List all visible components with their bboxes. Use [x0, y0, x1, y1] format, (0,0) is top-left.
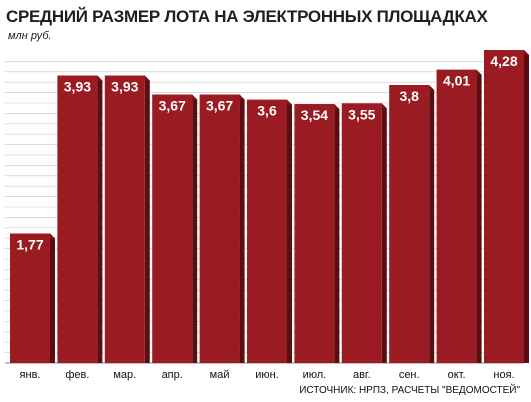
x-tick-label: фев.	[65, 369, 89, 381]
bar-front	[389, 85, 430, 363]
bar-front	[152, 94, 193, 364]
x-tick-label: ноя.	[493, 369, 514, 381]
bar: 3,55	[341, 103, 387, 364]
bar-front	[436, 69, 477, 363]
x-tick-label: янв.	[20, 369, 41, 381]
bar-front	[247, 99, 287, 363]
bar-value-label: 4,28	[490, 53, 517, 69]
bar-value-label: 3,67	[159, 98, 186, 114]
bar: 3,6	[247, 99, 292, 363]
bar: 3,54	[294, 104, 340, 363]
bar-side	[287, 99, 292, 363]
bar-side	[381, 103, 387, 364]
bars: 1,77 3,93 3,93 3,67 3,67 3,6 3,54 3,55 3,8 4,01 4,…	[10, 50, 529, 364]
source-note: ИСТОЧНИК: НРПЗ, РАСЧЕТЫ "ВЕДОМОСТЕЙ"	[299, 383, 520, 396]
bar-value-label: 3,55	[348, 106, 375, 122]
bar-value-label: 3,54	[301, 107, 328, 123]
bar-side	[97, 75, 103, 363]
x-tick-label: июл.	[303, 369, 327, 381]
bar-side	[192, 94, 198, 364]
bar-value-label: 3,93	[64, 79, 91, 95]
x-tick-label: авг.	[353, 369, 371, 381]
bar-side	[144, 75, 150, 363]
x-tick-label: сен.	[399, 369, 420, 381]
bar: 4,28	[484, 50, 529, 363]
bar-front	[10, 233, 50, 363]
bar-side	[50, 233, 55, 363]
bar-value-label: 1,77	[16, 237, 43, 253]
x-tick-label: июн.	[255, 369, 279, 381]
bar-value-label: 3,6	[257, 103, 277, 119]
bar-value-label: 4,01	[443, 73, 470, 89]
bar-value-label: 3,67	[206, 98, 233, 114]
bar-side	[524, 50, 529, 363]
bar-value-label: 3,93	[111, 79, 138, 95]
bar: 1,77	[10, 233, 55, 363]
bar: 3,93	[57, 75, 103, 363]
bar-value-label: 3,8	[399, 88, 419, 104]
bar-front	[104, 75, 145, 363]
x-tick-label: мар.	[113, 369, 136, 381]
x-tick-labels: янв. фев. мар. апр. май июн. июл. авг. сен. окт. н…	[20, 369, 515, 381]
unit-label: млн руб.	[8, 30, 52, 42]
bar-front	[57, 75, 98, 363]
bar-front	[484, 50, 524, 363]
bar-side	[476, 69, 482, 363]
bar: 3,8	[389, 85, 435, 363]
bar: 3,93	[104, 75, 150, 363]
x-tick-label: май	[210, 369, 230, 381]
bar-front	[294, 104, 335, 363]
bar-front	[341, 103, 382, 364]
x-tick-label: апр.	[162, 369, 183, 381]
chart-title: СРЕДНИЙ РАЗМЕР ЛОТА НА ЭЛЕКТРОННЫХ ПЛОЩА…	[6, 7, 489, 26]
bar: 4,01	[436, 69, 482, 363]
x-tick-label: окт.	[448, 369, 466, 381]
bar-front	[199, 94, 240, 364]
bar: 3,67	[152, 94, 198, 364]
bar-side	[334, 104, 340, 363]
bar-side	[429, 85, 435, 363]
bar-side	[239, 94, 245, 364]
bar: 3,67	[199, 94, 245, 364]
